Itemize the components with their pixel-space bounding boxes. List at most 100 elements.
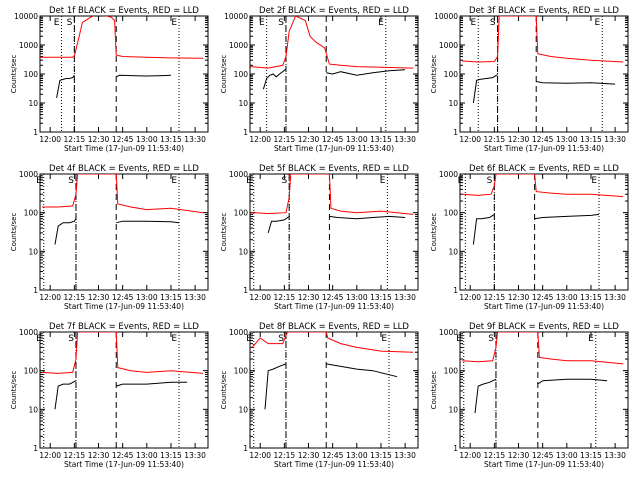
- y-tick-label: 1: [453, 444, 458, 453]
- x-tick-label: 12:30: [88, 135, 110, 144]
- plot-frame: [39, 15, 209, 133]
- x-axis-label: Start Time (17-Jun-09 11:53:40): [484, 460, 604, 469]
- x-tick-label: 13:30: [604, 451, 626, 460]
- y-tick-label: 10: [28, 405, 38, 414]
- y-tick-label: 100: [444, 367, 459, 376]
- y-tick-label: 10: [28, 99, 38, 108]
- x-tick-label: 12:45: [322, 135, 344, 144]
- x-tick-label: 12:30: [298, 135, 320, 144]
- marker-label: E: [54, 18, 60, 28]
- x-tick-label: 12:00: [459, 293, 481, 302]
- panel-5: Det 5f BLACK = Events, RED = LLD 1 10 100 10…: [220, 164, 419, 311]
- x-tick-label: 13:00: [346, 135, 368, 144]
- x-tick-label: 12:45: [532, 293, 554, 302]
- x-tick-label: 12:15: [484, 293, 506, 302]
- x-axis-label: Start Time (17-Jun-09 11:53:40): [64, 302, 184, 311]
- marker-label: E: [36, 176, 42, 186]
- lld-series-line: [251, 332, 414, 353]
- x-axis-label: Start Time (17-Jun-09 11:53:40): [484, 302, 604, 311]
- x-tick-label: 13:00: [136, 135, 158, 144]
- marker-label: E: [595, 18, 601, 28]
- y-tick-label: 10: [28, 247, 38, 256]
- series-group: [250, 16, 414, 90]
- y-tick-label: 10: [238, 99, 248, 108]
- x-tick-label: 12:30: [88, 451, 110, 460]
- panel-3: Det 3f BLACK = Events, RED = LLD 1 10 100 10…: [430, 6, 629, 153]
- x-tick-label: 13:00: [136, 293, 158, 302]
- y-tick-label: 1000: [19, 170, 38, 179]
- marker-label: S: [278, 18, 284, 28]
- marker-label: S: [68, 176, 74, 186]
- events-series-line: [329, 215, 406, 220]
- lld-series-line: [462, 332, 624, 365]
- y-tick-label: 100: [444, 70, 459, 79]
- x-tick-label: 13:00: [556, 293, 578, 302]
- marker-label: S: [67, 18, 73, 28]
- marker-label: E: [588, 334, 594, 344]
- y-axis-label: Counts/sec: [430, 371, 438, 410]
- x-tick-label: 13:30: [604, 293, 626, 302]
- x-tick-label: 12:30: [298, 293, 320, 302]
- y-tick-label: 1: [453, 128, 458, 137]
- y-axis-label: Counts/sec: [10, 213, 18, 252]
- x-tick-label: 13:15: [160, 451, 182, 460]
- y-tick-label: 1000: [229, 328, 248, 337]
- series-group: [462, 16, 624, 104]
- marker-label: S: [487, 176, 493, 186]
- marker-label: E: [171, 18, 177, 28]
- y-tick-label: 10: [238, 247, 248, 256]
- panel-8: Det 8f BLACK = Events, RED = LLD 1 10 100 10…: [220, 322, 419, 469]
- plot-title: Det 6f BLACK = Events, RED = LLD: [469, 164, 619, 174]
- x-tick-label: 13:00: [136, 451, 158, 460]
- y-tick-label: 100: [24, 209, 39, 218]
- plot-title: Det 1f BLACK = Events, RED = LLD: [49, 6, 199, 16]
- events-series-line: [267, 215, 290, 234]
- x-tick-label: 12:45: [532, 135, 554, 144]
- y-tick-label: 1: [243, 286, 248, 295]
- plot-frame: [459, 331, 629, 449]
- x-tick-label: 12:00: [459, 451, 481, 460]
- series-group: [251, 332, 414, 410]
- x-tick-label: 12:45: [322, 293, 344, 302]
- x-tick-label: 12:45: [112, 293, 134, 302]
- marker-label: E: [171, 334, 177, 344]
- lld-series-line: [252, 174, 414, 215]
- events-series-line: [472, 213, 495, 245]
- events-series-line: [537, 378, 608, 385]
- x-tick-label: 12:00: [39, 451, 61, 460]
- y-axis-label: Counts/sec: [220, 55, 228, 94]
- lld-series-line: [42, 174, 204, 214]
- y-tick-label: 10000: [14, 12, 38, 21]
- y-axis-label: Counts/sec: [430, 55, 438, 94]
- panel-4: Det 4f BLACK = Events, RED = LLD 1 10 100 10…: [10, 164, 209, 311]
- events-series-line: [116, 220, 180, 224]
- y-axis-label: Counts/sec: [10, 55, 18, 94]
- x-tick-label: 12:00: [249, 135, 271, 144]
- x-axis-label: Start Time (17-Jun-09 11:53:40): [274, 460, 394, 469]
- y-axis-label: Counts/sec: [220, 371, 228, 410]
- x-axis-label: Start Time (17-Jun-09 11:53:40): [64, 144, 184, 153]
- y-tick-label: 1000: [439, 41, 458, 50]
- x-tick-label: 13:30: [604, 135, 626, 144]
- marker-label: E: [380, 176, 386, 186]
- x-tick-label: 13:30: [394, 451, 416, 460]
- plot-frame: [39, 331, 209, 449]
- y-tick-label: 1: [243, 128, 248, 137]
- panel-1: Det 1f BLACK = Events, RED = LLD 1 10 100 10…: [10, 6, 209, 153]
- x-tick-label: 12:15: [64, 451, 86, 460]
- series-group: [252, 174, 414, 234]
- y-tick-label: 1: [33, 128, 38, 137]
- x-tick-label: 13:00: [556, 135, 578, 144]
- x-tick-label: 12:45: [322, 451, 344, 460]
- x-tick-label: 13:15: [370, 135, 392, 144]
- marker-label: E: [171, 176, 177, 186]
- y-tick-label: 1000: [19, 328, 38, 337]
- events-series-line: [472, 74, 498, 104]
- x-tick-label: 12:30: [88, 293, 110, 302]
- plot-frame: [249, 173, 419, 291]
- y-tick-label: 1: [453, 286, 458, 295]
- x-tick-label: 12:00: [39, 135, 61, 144]
- series-group: [462, 174, 624, 245]
